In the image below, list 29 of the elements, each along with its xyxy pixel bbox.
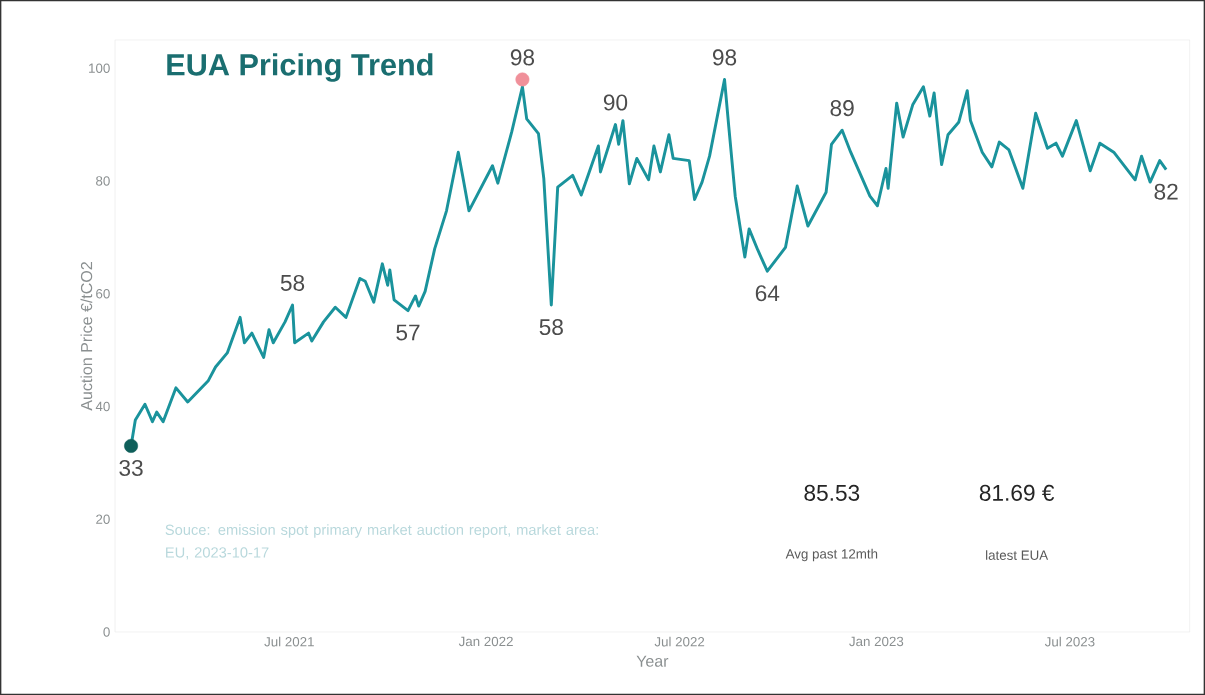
- annotation: 58: [280, 274, 305, 291]
- chart-title: EUA Pricing Trend: [167, 53, 433, 82]
- x-tick-label: Jul 2022: [654, 636, 705, 647]
- annotation: 89: [830, 100, 854, 117]
- annotation: Souce: emission spot primary market auction report, market area: EU, 2023-10-17: [165, 524, 598, 560]
- y-tick-label: 100: [89, 63, 110, 73]
- y-tick-label: 20: [96, 514, 110, 524]
- annotation: 58: [539, 319, 563, 336]
- annotation: 98: [510, 49, 535, 66]
- y-tick-label: 0: [103, 627, 110, 637]
- annotation: 82: [1154, 183, 1178, 200]
- annotation: 98: [712, 49, 737, 66]
- y-tick-label: 60: [96, 288, 110, 299]
- y-tick-label: 80: [96, 176, 110, 186]
- annotation: 64: [755, 285, 780, 302]
- x-tick-label: Jan 2023: [849, 636, 904, 647]
- annotation: 33: [119, 459, 143, 477]
- y-tick-label: 40: [95, 401, 110, 412]
- x-tick-label: Jul 2021: [264, 636, 314, 647]
- y-axis-title: Auction Price €/tCO2: [80, 262, 93, 411]
- annotation: 57: [396, 324, 420, 341]
- annotation: latest EUA: [986, 550, 1049, 560]
- annotation: 85.53: [804, 484, 860, 501]
- annotation: Avg past 12mth: [785, 548, 878, 562]
- annotation: 81.69 €: [979, 484, 1055, 501]
- x-tick-label: Jul 2023: [1044, 636, 1095, 647]
- x-axis-title: Year: [636, 655, 669, 667]
- x-tick-label: Jan 2022: [458, 636, 513, 647]
- annotation: 90: [603, 94, 628, 111]
